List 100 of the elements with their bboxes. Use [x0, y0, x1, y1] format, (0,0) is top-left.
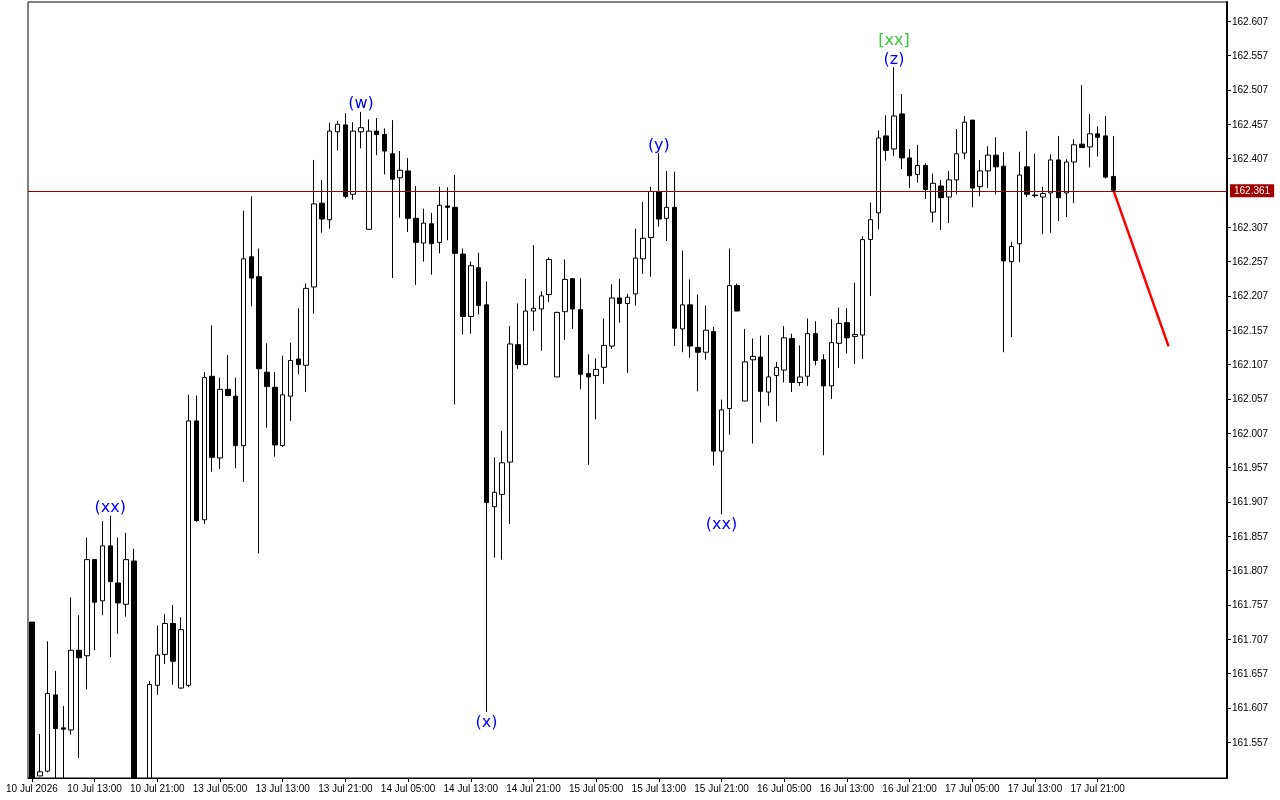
candlestick	[829, 318, 834, 400]
candlestick	[343, 112, 348, 199]
candlestick	[1017, 151, 1022, 263]
candlestick	[593, 357, 599, 421]
y-tick-label: 162.207	[1232, 290, 1269, 302]
candlestick	[954, 128, 959, 195]
x-tick-label: 13 Jul 05:00	[192, 782, 248, 794]
candlestick	[899, 93, 905, 170]
candlestick	[499, 430, 505, 561]
candlestick	[155, 625, 160, 696]
candlestick	[766, 334, 771, 407]
candlestick	[680, 250, 685, 353]
candlestick	[319, 179, 325, 234]
candlestick	[774, 361, 779, 423]
candlestick	[280, 355, 285, 448]
candlestick	[719, 399, 724, 515]
candlestick	[562, 259, 568, 341]
candlestick	[703, 305, 709, 361]
candlestick	[962, 115, 967, 160]
candlestick	[985, 145, 991, 189]
candlestick	[374, 117, 379, 156]
candlestick	[907, 148, 912, 189]
candlestick	[821, 353, 826, 456]
x-tick-label: 17 Jul 05:00	[945, 782, 1000, 794]
candlestick	[437, 186, 442, 254]
candlestick	[633, 228, 638, 307]
candlestick	[625, 293, 630, 374]
candlestick	[84, 537, 90, 690]
candlestick	[515, 302, 521, 370]
x-tick-label: 14 Jul 05:00	[380, 782, 436, 794]
candlestick	[296, 307, 301, 375]
candlestick	[108, 515, 113, 658]
candlestick	[789, 333, 795, 393]
y-tick-label: 162.607	[1232, 15, 1269, 27]
candlestick	[358, 111, 364, 149]
y-tick-label: 161.957	[1232, 462, 1269, 474]
candlestick	[938, 179, 944, 231]
x-tick-label: 16 Jul 13:00	[819, 782, 875, 794]
candlestick	[1009, 241, 1014, 338]
candlestick	[946, 170, 952, 224]
y-tick-label: 161.757	[1232, 599, 1269, 611]
candlestick	[209, 324, 215, 473]
candlestick	[1103, 115, 1108, 179]
candlestick	[617, 278, 622, 324]
annotation: (xx)	[94, 497, 126, 517]
y-tick-label: 162.107	[1232, 359, 1269, 371]
candlestick	[507, 325, 513, 525]
candlestick	[523, 278, 528, 366]
candlestick	[664, 170, 669, 242]
candlestick	[656, 152, 662, 228]
y-tick-label: 162.007	[1232, 427, 1269, 439]
candlestick	[476, 252, 481, 315]
candlestick	[249, 195, 254, 307]
candlestick	[382, 127, 387, 175]
candlestick	[241, 210, 246, 483]
candlestick	[366, 118, 372, 230]
candlestick	[123, 532, 129, 618]
candlestick	[923, 162, 928, 200]
x-tick-label: 15 Jul 13:00	[631, 782, 687, 794]
x-tick-label: 10 Jul 2026	[6, 782, 59, 794]
annotation: (x)	[475, 711, 498, 731]
candlestick	[695, 294, 701, 392]
candlestick	[202, 371, 207, 525]
candlestick	[805, 318, 810, 387]
y-tick-label: 161.807	[1232, 565, 1269, 577]
candlestick	[350, 121, 356, 201]
candlestick	[288, 342, 293, 422]
candlestick	[977, 159, 983, 197]
candlestick	[468, 261, 474, 335]
candlestick	[272, 371, 278, 458]
candlestick	[930, 173, 936, 223]
candlestick	[233, 377, 238, 469]
x-tick-label: 16 Jul 05:00	[756, 782, 812, 794]
candlestick	[413, 185, 419, 286]
candlestick	[711, 326, 716, 467]
candlestick	[970, 119, 975, 208]
candlestick	[170, 604, 176, 686]
candlestick	[891, 66, 897, 157]
candlestick	[100, 520, 105, 616]
candlestick	[492, 456, 497, 559]
candlestick	[758, 335, 763, 423]
candlestick	[742, 328, 748, 402]
annotation: (z)	[883, 48, 905, 68]
candlestick	[264, 342, 270, 429]
candlestick	[578, 277, 583, 390]
candlestick	[452, 174, 458, 405]
candlestick	[1056, 135, 1061, 222]
candlestick	[256, 248, 262, 554]
x-tick-label: 13 Jul 13:00	[255, 782, 311, 794]
y-tick-label: 161.707	[1232, 633, 1269, 645]
y-tick-label: 161.857	[1232, 530, 1269, 542]
candlestick	[460, 248, 466, 335]
x-tick-label: 17 Jul 21:00	[1070, 782, 1126, 794]
candlestick	[687, 278, 693, 359]
x-tick-label: 10 Jul 13:00	[67, 782, 123, 794]
x-tick-label: 16 Jul 21:00	[882, 782, 938, 794]
candlestick	[993, 136, 999, 195]
candlestick	[178, 616, 184, 690]
candlestick	[1095, 125, 1100, 158]
candlestick	[217, 377, 223, 470]
